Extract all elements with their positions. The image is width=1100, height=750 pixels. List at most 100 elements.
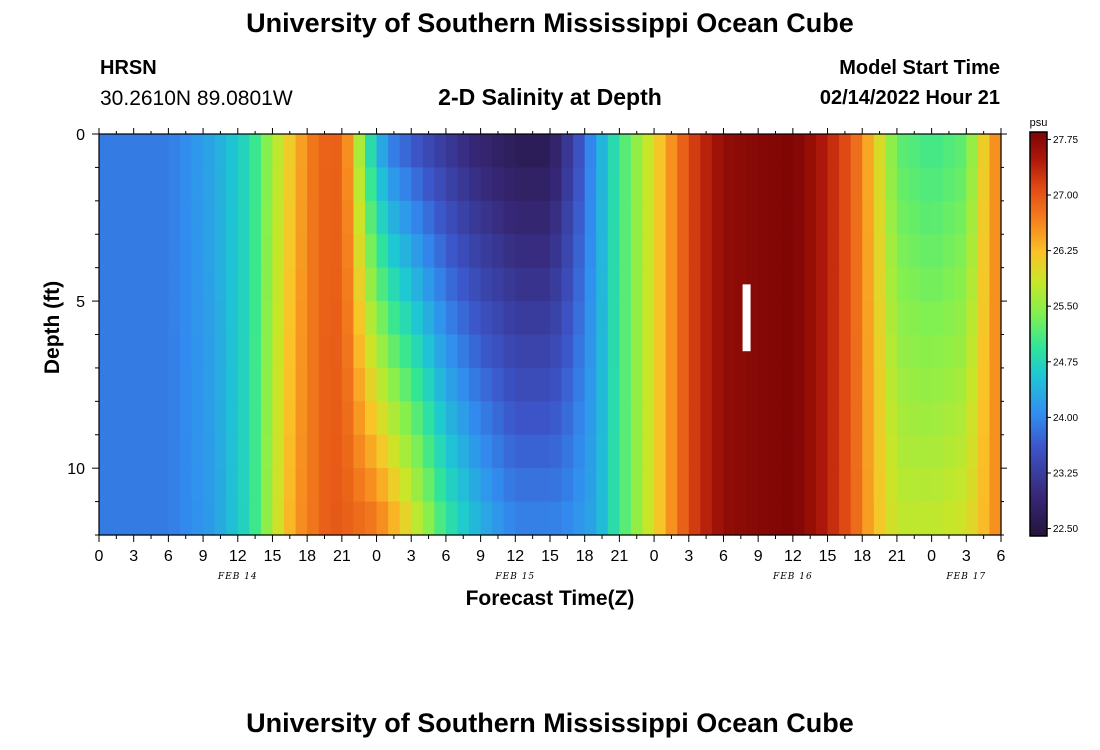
heatmap-cell <box>815 434 829 469</box>
heatmap-cell <box>896 434 910 469</box>
heatmap-cell <box>954 434 967 469</box>
heatmap-cell <box>977 267 991 302</box>
heatmap-cell <box>827 267 840 302</box>
heatmap-cell <box>133 200 146 235</box>
heatmap-cell <box>850 200 863 235</box>
heatmap-cell <box>341 401 355 436</box>
heatmap-cell <box>145 468 158 503</box>
heatmap-cell <box>122 267 135 302</box>
heatmap-cell <box>364 134 378 169</box>
heatmap-cell <box>758 167 771 202</box>
heatmap-cell <box>318 134 331 169</box>
heatmap-cell <box>815 367 829 402</box>
heatmap-cell <box>422 468 435 503</box>
heatmap-cell <box>226 501 239 536</box>
heatmap-cell <box>931 200 944 235</box>
colorbar-tick-label: 23.25 <box>1053 468 1078 479</box>
heatmap-cell <box>226 367 239 402</box>
heatmap-cell <box>168 200 181 235</box>
heatmap-cell <box>237 301 250 336</box>
heatmap-cell <box>445 367 459 402</box>
heatmap-cell <box>665 367 678 402</box>
heatmap-cell <box>260 167 274 202</box>
heatmap-cell <box>295 200 308 235</box>
heatmap-cell <box>237 200 250 235</box>
heatmap-cell <box>561 134 574 169</box>
heatmap-cell <box>364 468 378 503</box>
heatmap-cell <box>642 434 655 469</box>
heatmap-cell <box>654 267 667 302</box>
heatmap-cell <box>237 134 250 169</box>
heatmap-cell <box>284 234 297 269</box>
heatmap-cell <box>538 167 551 202</box>
heatmap-cell <box>908 501 921 536</box>
heatmap-cell <box>341 468 355 503</box>
heatmap-cell <box>735 167 748 202</box>
heatmap-cell <box>503 134 516 169</box>
heatmap-cell <box>411 267 424 302</box>
heatmap-cell <box>480 134 493 169</box>
heatmap-cell <box>237 367 250 402</box>
heatmap-cell <box>376 468 389 503</box>
heatmap-cell <box>515 468 528 503</box>
heatmap-cell <box>237 468 250 503</box>
heatmap-cell <box>550 234 563 269</box>
heatmap-cell <box>376 301 389 336</box>
heatmap-cell <box>122 434 135 469</box>
heatmap-cell <box>850 134 863 169</box>
heatmap-cell <box>295 501 308 536</box>
heatmap-cell <box>307 401 320 436</box>
heatmap-cell <box>619 134 632 169</box>
heatmap-cell <box>492 334 505 369</box>
heatmap-cell <box>665 401 678 436</box>
heatmap-cell <box>469 267 482 302</box>
heatmap-cell <box>573 401 586 436</box>
heatmap-cell <box>133 167 146 202</box>
heatmap-cell <box>735 501 748 536</box>
heatmap-cell <box>422 434 435 469</box>
heatmap-cell <box>677 468 690 503</box>
heatmap-cells <box>99 134 1002 536</box>
x-tick-label: 21 <box>333 548 351 565</box>
heatmap-cell <box>885 334 898 369</box>
heatmap-cell <box>388 234 401 269</box>
heatmap-cell <box>654 401 667 436</box>
heatmap-cell <box>573 301 586 336</box>
heatmap-cell <box>260 468 274 503</box>
heatmap-cell <box>353 501 366 536</box>
heatmap-cell <box>977 334 991 369</box>
heatmap-cell <box>931 167 944 202</box>
heatmap-cell <box>457 501 470 536</box>
heatmap-cell <box>364 167 378 202</box>
heatmap-cell <box>607 200 620 235</box>
heatmap-cell <box>295 334 308 369</box>
heatmap-cell <box>654 334 667 369</box>
heatmap-cell <box>700 267 713 302</box>
model-start-label: Model Start Time <box>839 57 1000 79</box>
heatmap-cell <box>179 501 193 536</box>
heatmap-cell <box>746 468 759 503</box>
heatmap-cell <box>804 167 817 202</box>
heatmap-cell <box>885 267 898 302</box>
heatmap-cell <box>214 267 227 302</box>
heatmap-cell <box>815 267 829 302</box>
heatmap-cell <box>492 267 505 302</box>
heatmap-cell <box>561 367 574 402</box>
heatmap-cell <box>804 334 817 369</box>
heatmap-cell <box>515 334 528 369</box>
heatmap-cell <box>492 200 505 235</box>
heatmap-cell <box>133 501 146 536</box>
heatmap-cell <box>434 167 447 202</box>
x-tick-label: 15 <box>541 548 559 565</box>
heatmap-cell <box>931 334 944 369</box>
heatmap-cell <box>746 200 759 235</box>
heatmap-cell <box>977 301 991 336</box>
heatmap-cell <box>850 434 863 469</box>
heatmap-cell <box>966 401 979 436</box>
heatmap-cell <box>815 167 829 202</box>
heatmap-cell <box>376 200 389 235</box>
heatmap-cell <box>179 200 193 235</box>
heatmap-cell <box>677 234 690 269</box>
x-date-label: FEB 16 <box>772 572 813 582</box>
heatmap-cell <box>596 301 609 336</box>
